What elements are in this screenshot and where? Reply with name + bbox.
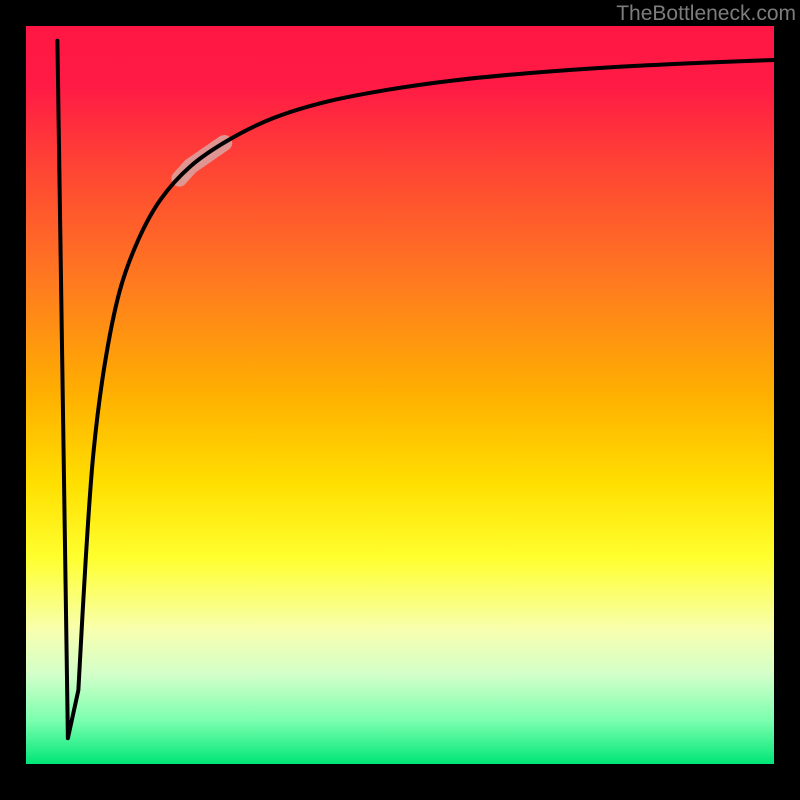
chart-container: TheBottleneck.com [0, 0, 800, 800]
bottleneck-chart [0, 0, 800, 800]
plot-background [26, 26, 774, 764]
watermark-text: TheBottleneck.com [616, 2, 796, 26]
